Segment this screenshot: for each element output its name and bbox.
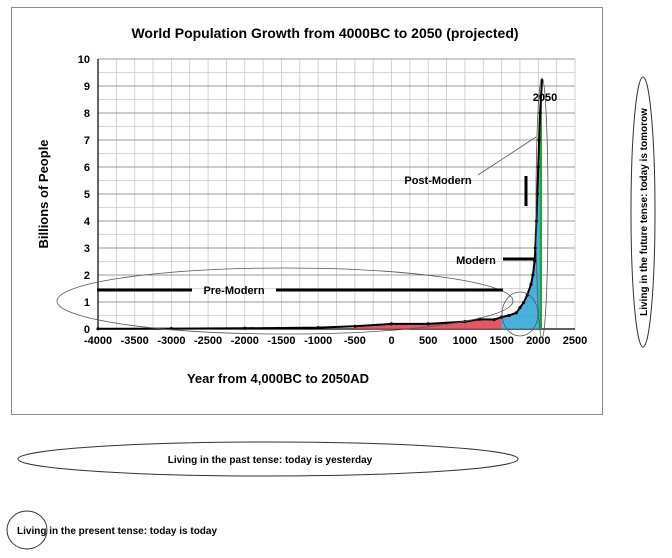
x-tick-label: -1500: [267, 335, 295, 347]
data-point: [529, 282, 533, 287]
y-tick-label: 10: [78, 54, 90, 66]
series-line-layer: [96, 79, 544, 331]
y-tick-label: 1: [84, 297, 90, 309]
post-modern-pointer: [477, 136, 537, 176]
y-tick-label: 5: [84, 189, 90, 201]
pre-modern-ellipse: [56, 267, 514, 335]
y-tick-label: 7: [84, 135, 90, 147]
modern-area: [501, 113, 541, 329]
chart-frame: [11, 7, 603, 415]
data-point: [96, 327, 100, 331]
data-point: [426, 322, 430, 326]
data-point: [522, 300, 526, 305]
x-tick-label: 1000: [453, 335, 477, 347]
post-modern-label: Post-Modern: [404, 175, 472, 187]
data-point: [538, 111, 542, 115]
data-point: [316, 326, 320, 330]
present-tense-note: Living in the present tense: today is to…: [17, 526, 217, 537]
x-tick-label: -2500: [194, 335, 222, 347]
data-point: [536, 165, 540, 169]
x-tick-label: -2000: [231, 335, 259, 347]
data-point: [537, 138, 541, 142]
modern-ellipse: [501, 291, 539, 337]
y-axis-label: Billions of People: [36, 139, 51, 248]
data-point: [507, 313, 511, 318]
x-tick-label: 1500: [489, 335, 513, 347]
data-point: [492, 317, 496, 322]
year-2050-label: 2050: [533, 92, 557, 104]
population-line: [97, 80, 543, 330]
x-tick-label: -3000: [157, 335, 185, 347]
pre-modern-area: [354, 317, 502, 329]
grid-layer: [97, 58, 576, 330]
y-tick-label: 2: [84, 270, 90, 282]
y-tick-label: 3: [84, 243, 90, 255]
past-tense-ellipse: [17, 441, 519, 477]
chart-title: World Population Growth from 4000BC to 2…: [131, 25, 518, 41]
x-tick-label: -4000: [84, 335, 112, 347]
y-tick-label: 6: [84, 162, 90, 174]
data-point: [518, 306, 522, 310]
y-tick-label: 0: [84, 324, 90, 336]
data-point: [514, 311, 518, 315]
data-point: [535, 192, 539, 196]
post-modern-ellipse: [535, 77, 549, 339]
x-tick-label: 0: [388, 335, 394, 347]
present-tense-ellipse: [6, 510, 48, 550]
x-axis-label: Year from 4,000BC to 2050AD: [187, 371, 369, 386]
x-tick-label: 2500: [563, 335, 587, 347]
data-point: [389, 322, 394, 326]
y-tick-label: 8: [84, 108, 90, 120]
data-point: [500, 315, 504, 319]
era-fill-layer: [354, 94, 542, 329]
data-point: [353, 324, 357, 328]
data-point: [531, 273, 535, 277]
future-tense-ellipse: [630, 76, 656, 348]
y-tick-label: 4: [84, 216, 91, 228]
tick-label-layer: -4000 -3500 -3000 -2500 -2000 -1500 -1000 -500 0…: [78, 54, 587, 347]
x-tick-label: -3500: [121, 335, 149, 347]
pre-modern-label: Pre-Modern: [203, 285, 264, 297]
modern-label: Modern: [456, 255, 496, 267]
future-tense-note: Living in the future tense: today is tom…: [639, 108, 650, 316]
data-point: [243, 326, 247, 330]
y-tick-label: 9: [84, 81, 90, 93]
x-tick-label: -1000: [304, 335, 332, 347]
post-modern-area: [539, 94, 542, 329]
past-tense-note: Living in the past tense: today is yeste…: [168, 455, 373, 466]
x-tick-label: 500: [419, 335, 437, 347]
x-tick-label: 2000: [526, 335, 550, 347]
x-tick-label: -500: [344, 335, 366, 347]
